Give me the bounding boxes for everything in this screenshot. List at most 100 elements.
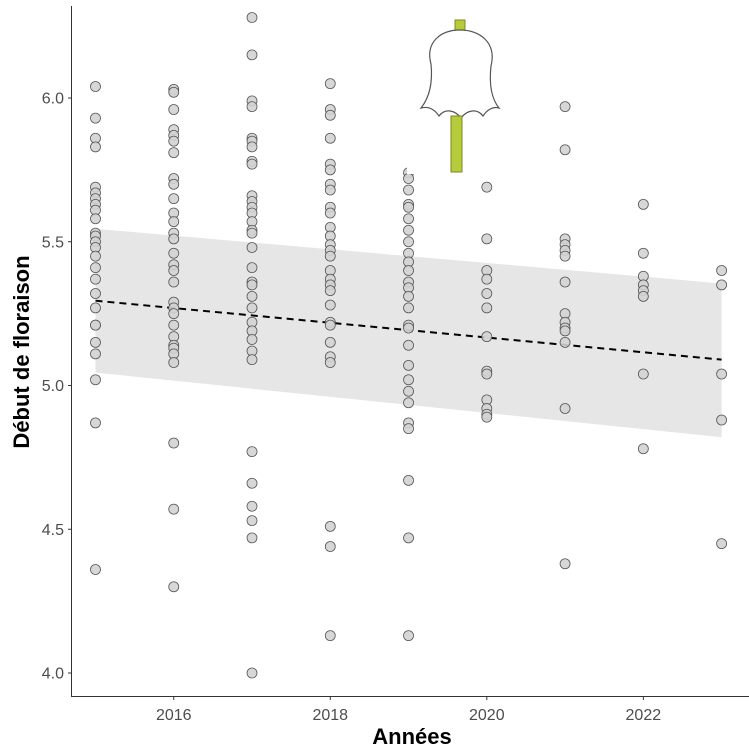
data-point — [168, 193, 180, 205]
data-point — [324, 336, 336, 348]
data-point — [403, 184, 414, 196]
data-point — [716, 538, 728, 550]
data-point — [403, 322, 414, 334]
data-point — [403, 265, 414, 276]
data-point — [716, 368, 728, 380]
data-point — [90, 302, 101, 314]
y-tick-label: 4.0 — [42, 666, 64, 683]
data-point — [90, 273, 101, 285]
data-point — [716, 265, 728, 276]
data-point — [481, 288, 493, 299]
data-point — [324, 520, 336, 532]
data-point — [168, 319, 180, 331]
data-point — [403, 532, 414, 544]
data-points-layer — [90, 12, 728, 679]
data-point — [168, 247, 180, 259]
x-ticks: 2016 2018 2020 2022 — [156, 696, 661, 724]
data-point — [559, 250, 571, 262]
data-point — [559, 558, 571, 570]
data-point — [559, 325, 571, 337]
y-tick-label: 4.5 — [42, 522, 64, 539]
data-point — [481, 411, 493, 423]
data-point — [324, 319, 336, 331]
data-point — [90, 81, 101, 92]
data-point — [559, 144, 571, 156]
data-point — [246, 446, 258, 458]
data-point — [716, 414, 728, 426]
data-point — [90, 564, 101, 575]
data-point — [246, 101, 258, 113]
data-point — [90, 250, 101, 262]
data-point — [246, 262, 258, 274]
data-point — [637, 290, 649, 302]
data-point — [246, 12, 258, 23]
x-tick-label: 2022 — [626, 707, 662, 724]
data-point — [637, 368, 649, 380]
data-point — [168, 135, 180, 147]
data-point — [403, 213, 414, 225]
data-point — [90, 374, 101, 386]
data-point — [403, 359, 414, 371]
x-tick-label: 2016 — [156, 707, 192, 724]
data-point — [637, 443, 649, 455]
data-point — [324, 299, 336, 311]
data-point — [403, 302, 414, 314]
data-point — [168, 216, 180, 228]
data-point — [246, 667, 258, 679]
data-point — [168, 265, 180, 276]
data-point — [324, 541, 336, 552]
data-point — [90, 288, 101, 299]
data-point — [324, 630, 336, 642]
data-point — [324, 164, 336, 176]
data-point — [481, 302, 493, 314]
data-point — [168, 178, 180, 190]
data-point — [168, 86, 180, 98]
data-point — [559, 403, 571, 414]
data-point — [559, 276, 571, 288]
data-point — [716, 279, 728, 291]
data-point — [403, 630, 414, 642]
data-point — [168, 233, 180, 245]
data-point — [90, 417, 101, 429]
data-point — [90, 213, 101, 225]
data-point — [403, 374, 414, 386]
data-point — [246, 242, 258, 253]
data-point — [246, 49, 258, 61]
data-point — [403, 290, 414, 302]
y-axis-title: Début de floraison — [9, 255, 34, 448]
data-point — [246, 158, 258, 170]
data-point — [168, 581, 180, 593]
data-point — [324, 132, 336, 144]
data-point — [246, 354, 258, 366]
data-point — [246, 290, 258, 302]
y-tick-label: 5.5 — [42, 234, 64, 251]
data-point — [90, 348, 101, 360]
data-point — [403, 397, 414, 409]
data-point — [324, 184, 336, 196]
y-tick-label: 6.0 — [42, 91, 64, 108]
data-point — [168, 503, 180, 515]
data-point — [637, 198, 649, 210]
data-point — [403, 201, 414, 213]
x-tick-label: 2018 — [312, 707, 348, 724]
data-point — [246, 477, 258, 489]
data-point — [246, 334, 258, 345]
data-point — [90, 112, 101, 124]
data-point — [168, 276, 180, 288]
data-point — [246, 302, 258, 314]
data-point — [637, 247, 649, 259]
data-point — [403, 339, 414, 351]
data-point — [90, 319, 101, 331]
data-point — [168, 357, 180, 368]
data-point — [324, 357, 336, 368]
y-ticks: 4.0 4.5 5.0 5.5 6.0 — [42, 91, 72, 683]
data-point — [481, 233, 493, 245]
data-point — [559, 336, 571, 348]
data-point — [168, 104, 180, 115]
data-point — [246, 141, 258, 153]
data-point — [90, 141, 101, 153]
data-point — [246, 279, 258, 291]
data-point — [246, 500, 258, 512]
data-point — [403, 173, 414, 184]
data-point — [403, 423, 414, 435]
